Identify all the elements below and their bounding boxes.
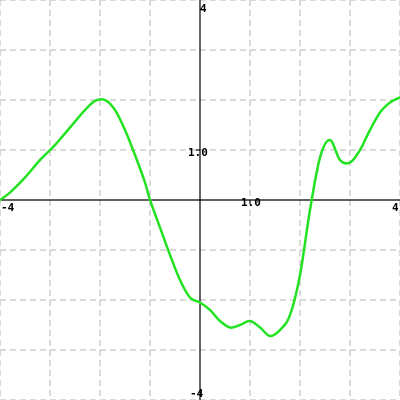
tick-label-y-unit: 1.0 [188,146,208,159]
tick-label-x-min: -4 [1,201,15,214]
tick-label-y-min: -4 [190,387,204,400]
series-group [0,96,400,338]
series-line-0 [0,96,400,338]
tick-label-x-max: 4 [392,201,399,214]
tick-label-x-unit: 1.0 [241,196,261,209]
tick-label-y-max: 4 [200,2,207,15]
